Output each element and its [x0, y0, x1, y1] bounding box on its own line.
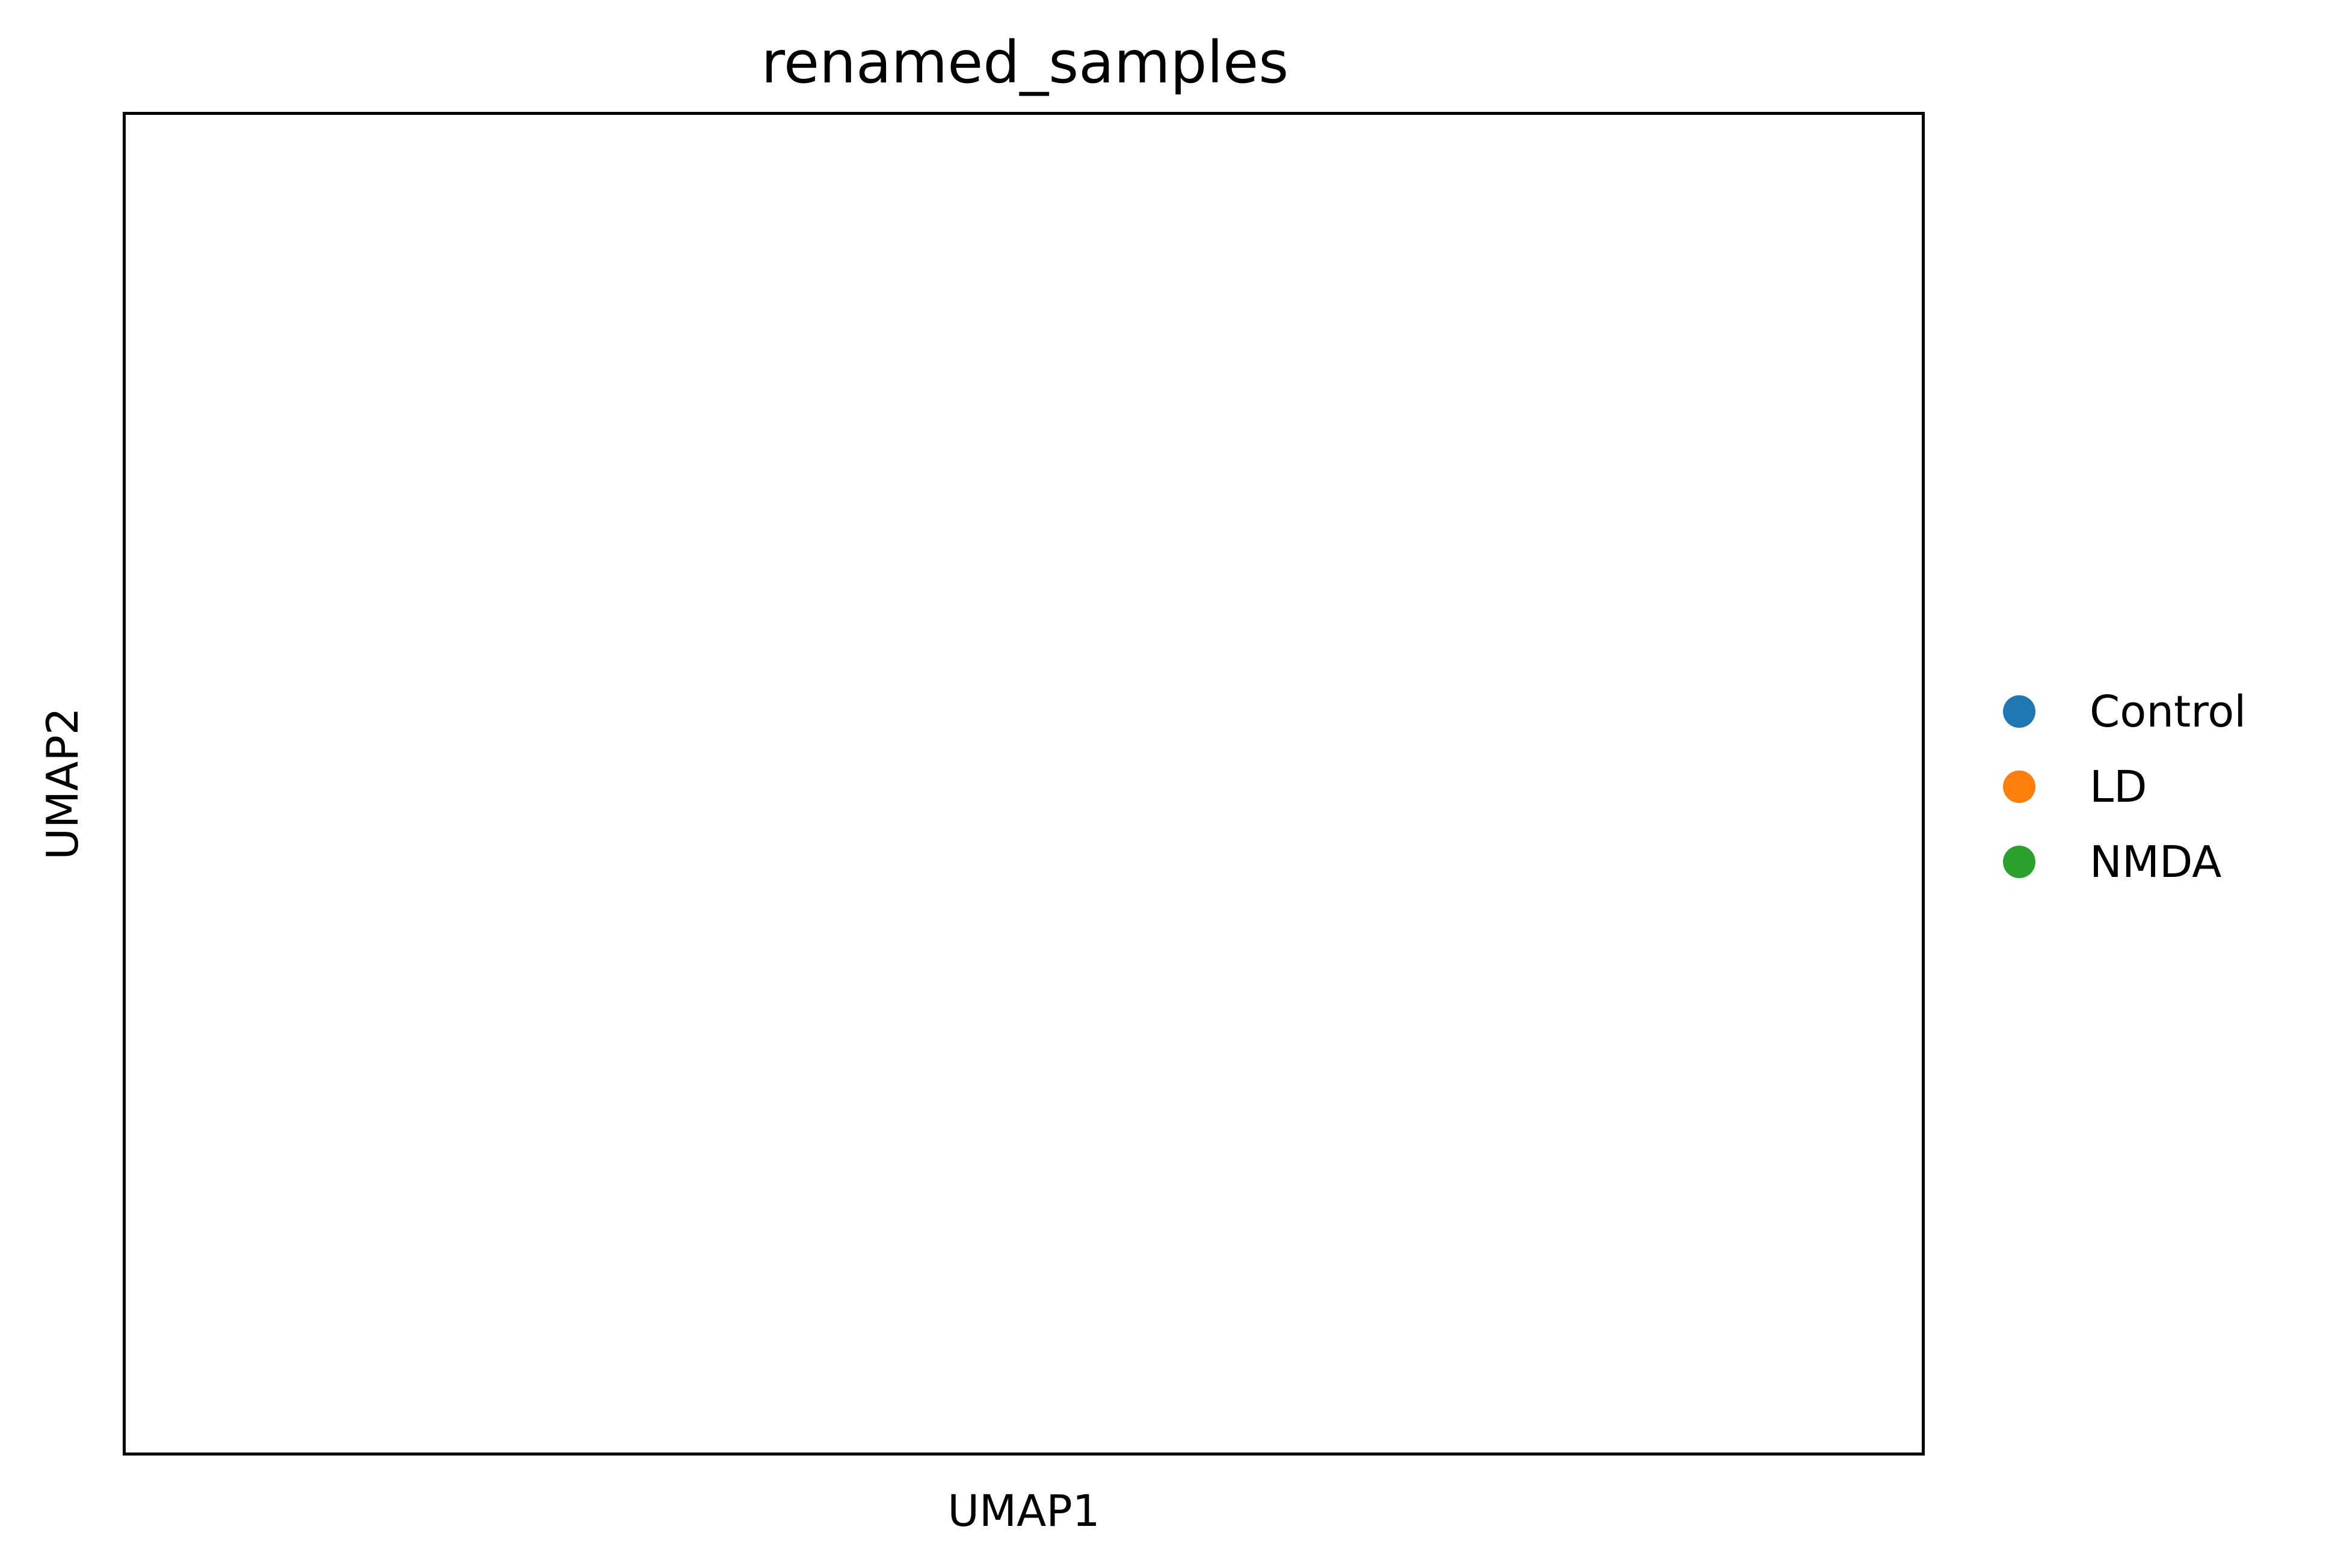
chart-title: renamed_samples	[761, 29, 1289, 96]
